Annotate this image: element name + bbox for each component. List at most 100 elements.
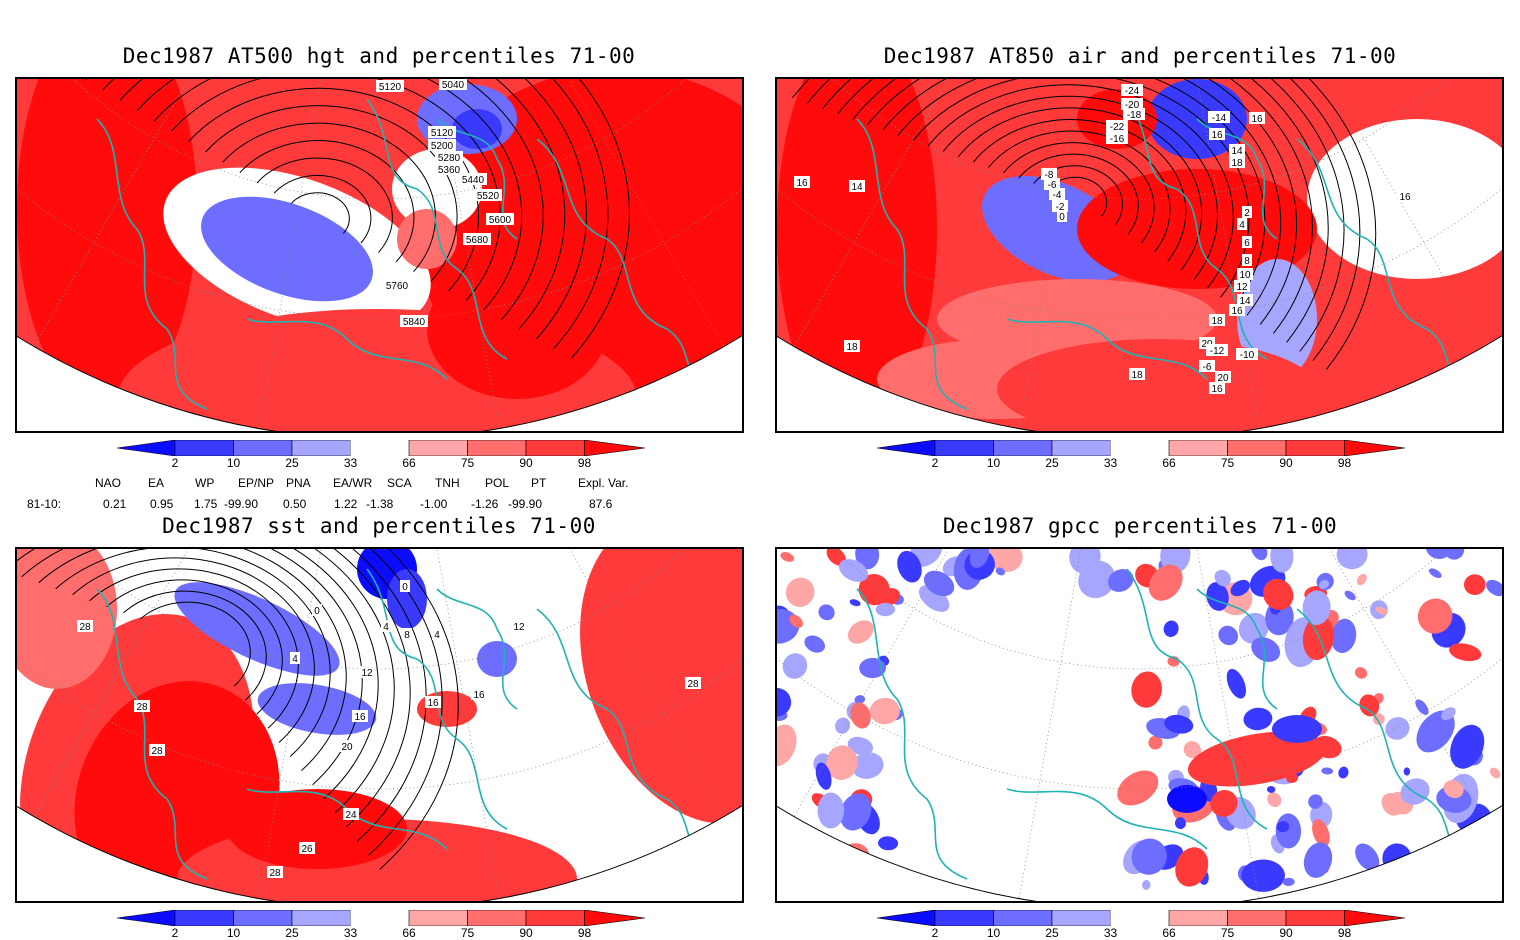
coastline (1196, 588, 1278, 710)
contour-label: -16 (1106, 132, 1128, 145)
percentile-shading (849, 599, 861, 607)
percentile-shading (880, 588, 901, 606)
contour-line (17, 549, 443, 856)
coastline (96, 118, 208, 410)
svg-text:5600: 5600 (489, 215, 512, 226)
percentile-shading (1276, 821, 1290, 833)
percentile-shading (1131, 838, 1167, 875)
percentile-shading (1206, 582, 1229, 611)
colorbar-segment (350, 910, 409, 926)
contour-line (273, 174, 372, 244)
panel-title-tr: Dec1987 AT850 air and percentiles 71-00 (883, 44, 1397, 68)
index-value: 0.95 (150, 497, 174, 511)
contour-line (55, 549, 331, 757)
map-panel-gpcc (775, 547, 1504, 903)
percentile-shading (969, 549, 990, 568)
contour-line (1018, 153, 1139, 235)
percentile-shading (1450, 724, 1485, 769)
index-header: EP/NP (238, 476, 275, 490)
svg-text:-24: -24 (1125, 86, 1140, 97)
colorbar-segment (525, 440, 585, 456)
percentile-shading (1243, 707, 1273, 731)
svg-text:5120: 5120 (431, 128, 454, 139)
percentile-shading (1108, 569, 1134, 592)
svg-text:8: 8 (1244, 256, 1250, 267)
svg-text:18: 18 (1131, 370, 1143, 381)
percentile-shading (1270, 549, 1294, 573)
contour-line (222, 122, 436, 273)
contour-label: 18 (1209, 314, 1225, 327)
index-value: -99.90 (508, 497, 543, 511)
svg-text:16: 16 (1399, 192, 1411, 203)
panel-title-br: Dec1987 gpcc percentiles 71-00 (942, 514, 1338, 538)
percentile-shading (427, 259, 607, 399)
percentile-shading (1167, 785, 1207, 813)
contour-label: 5200 (428, 139, 456, 152)
svg-text:16: 16 (796, 178, 808, 189)
colorbar-arrow-left (877, 440, 936, 456)
contour-label: 18 (1129, 368, 1145, 381)
percentile-shading (1069, 549, 1101, 574)
colorbar-tick-label: 25 (285, 926, 299, 940)
percentile-shading (826, 549, 847, 566)
svg-text:16: 16 (1211, 384, 1223, 395)
colorbar-tick-label: 98 (577, 926, 592, 940)
contour-line (837, 79, 1329, 343)
svg-text:4: 4 (383, 622, 389, 633)
percentile-shading (1417, 598, 1453, 634)
svg-text:16: 16 (473, 690, 485, 701)
contour-label: 16 (1397, 190, 1413, 203)
contour-label: 28 (134, 700, 150, 713)
index-value: -1.00 (420, 497, 448, 511)
percentile-shading (1174, 817, 1186, 830)
colorbar-tick-label: 90 (519, 926, 533, 940)
index-value: 87.6 (589, 497, 613, 511)
contour-label: 2 (1242, 206, 1252, 219)
svg-text:26: 26 (301, 844, 313, 855)
colorbar-tick-label: 75 (460, 456, 475, 470)
contour-line (85, 79, 609, 349)
percentile-shading (1321, 767, 1334, 775)
percentile-shading (1354, 667, 1368, 679)
svg-text:12: 12 (513, 622, 525, 633)
percentile-shading (785, 577, 815, 607)
percentile-shading (1336, 549, 1368, 570)
colorbar-segment (934, 910, 994, 926)
colorbar-tick-label: 75 (460, 926, 475, 940)
contour-label: 4 (290, 652, 300, 665)
colorbar-tick-label: 25 (1045, 926, 1059, 940)
contour-line (927, 84, 1234, 289)
percentile-shading (1338, 766, 1349, 779)
svg-text:14: 14 (1231, 146, 1243, 157)
svg-text:0: 0 (402, 582, 408, 593)
percentile-shading (257, 683, 377, 735)
percentile-shading (1164, 714, 1194, 734)
colorbar-segment (350, 440, 409, 456)
svg-text:16: 16 (354, 712, 366, 723)
index-header: Expl. Var. (578, 476, 629, 490)
percentile-shading (1148, 564, 1183, 601)
svg-text:5040: 5040 (442, 80, 465, 91)
colorbar-tick-label: 10 (986, 926, 1001, 940)
contour-label: 5840 (400, 315, 428, 328)
contour-label: 5120 (428, 126, 456, 139)
index-header: PT (531, 476, 547, 490)
index-header: NAO (95, 476, 122, 490)
contour-line (852, 79, 1313, 334)
index-header: POL (485, 476, 510, 490)
svg-text:16: 16 (1231, 306, 1243, 317)
contour-label: -8 (1041, 168, 1057, 181)
svg-text:5280: 5280 (438, 153, 461, 164)
percentile-shading (1486, 579, 1502, 597)
colorbar-segment (993, 910, 1053, 926)
contour-label: 16 (471, 688, 487, 701)
contour-label: -12 (1206, 344, 1228, 357)
colorbar-tick-label: 66 (1162, 926, 1176, 940)
colorbar-tick-label: 2 (171, 926, 179, 940)
colorbar-segment (1227, 910, 1287, 926)
percentile-shading (397, 209, 457, 269)
svg-text:28: 28 (151, 746, 163, 757)
percentile-shading (1226, 668, 1247, 699)
percentile-shading (780, 551, 795, 562)
svg-text:5440: 5440 (462, 175, 485, 186)
